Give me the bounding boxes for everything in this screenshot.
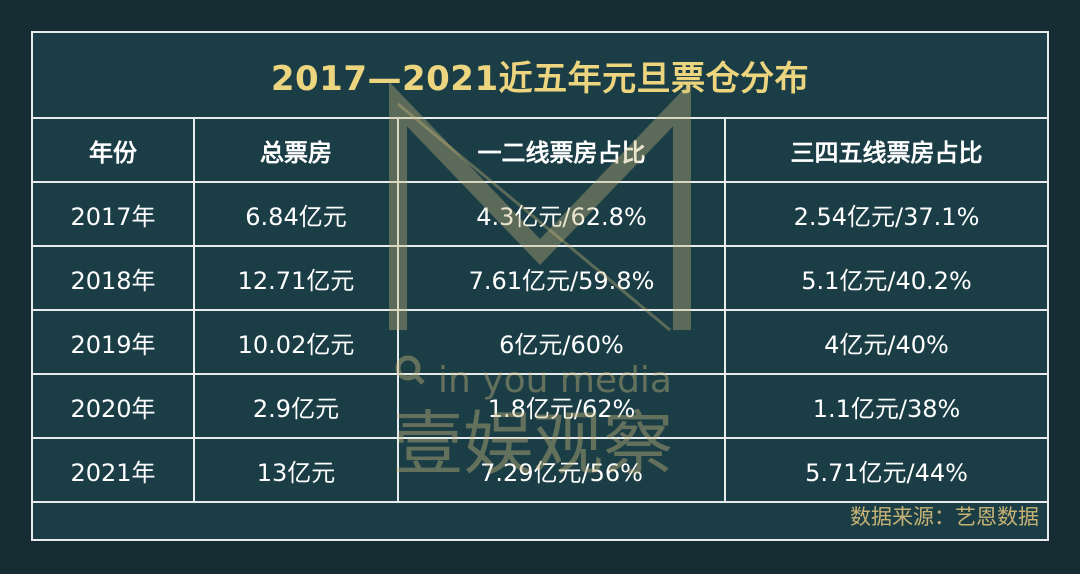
cell-total: 2.9亿元 <box>193 373 399 439</box>
cell-year: 2021年 <box>33 437 195 503</box>
cell-tier1: 7.61亿元/59.8% <box>397 245 726 311</box>
cell-year: 2019年 <box>33 309 195 375</box>
cell-tier3: 4亿元/40% <box>724 309 1047 375</box>
cell-total: 10.02亿元 <box>193 309 399 375</box>
cell-tier1: 6亿元/60% <box>397 309 726 375</box>
table-header-row: 年份 总票房 一二线票房占比 三四五线票房占比 <box>33 119 1047 183</box>
header-tier3-share: 三四五线票房占比 <box>724 119 1047 183</box>
table-row: 2021年 13亿元 7.29亿元/56% 5.71亿元/44% <box>33 437 1047 503</box>
cell-tier3: 5.1亿元/40.2% <box>724 245 1047 311</box>
table-row: 2019年 10.02亿元 6亿元/60% 4亿元/40% <box>33 309 1047 375</box>
header-tier1-share: 一二线票房占比 <box>397 119 726 183</box>
table-row: 2020年 2.9亿元 1.8亿元/62% 1.1亿元/38% <box>33 373 1047 439</box>
cell-tier1: 1.8亿元/62% <box>397 373 726 439</box>
page-title: 2017—2021近五年元旦票仓分布 <box>270 58 810 99</box>
cell-year: 2017年 <box>33 181 195 247</box>
cell-tier1: 4.3亿元/62.8% <box>397 181 726 247</box>
table-row: 2018年 12.71亿元 7.61亿元/59.8% 5.1亿元/40.2% <box>33 245 1047 311</box>
cell-tier1: 7.29亿元/56% <box>397 437 726 503</box>
box-office-table: 年份 总票房 一二线票房占比 三四五线票房占比 2017年 6.84亿元 4.3… <box>33 119 1047 503</box>
table-frame: 2017—2021近五年元旦票仓分布 年份 总票房 一二线票房占比 三四五线票房… <box>31 31 1049 541</box>
cell-year: 2018年 <box>33 245 195 311</box>
data-source: 数据来源：艺恩数据 <box>850 505 1039 529</box>
header-total: 总票房 <box>193 119 399 183</box>
cell-tier3: 1.1亿元/38% <box>724 373 1047 439</box>
title-row: 2017—2021近五年元旦票仓分布 <box>33 33 1047 119</box>
cell-total: 12.71亿元 <box>193 245 399 311</box>
header-year: 年份 <box>33 119 195 183</box>
cell-tier3: 5.71亿元/44% <box>724 437 1047 503</box>
cell-year: 2020年 <box>33 373 195 439</box>
cell-tier3: 2.54亿元/37.1% <box>724 181 1047 247</box>
table-row: 2017年 6.84亿元 4.3亿元/62.8% 2.54亿元/37.1% <box>33 181 1047 247</box>
cell-total: 6.84亿元 <box>193 181 399 247</box>
cell-total: 13亿元 <box>193 437 399 503</box>
